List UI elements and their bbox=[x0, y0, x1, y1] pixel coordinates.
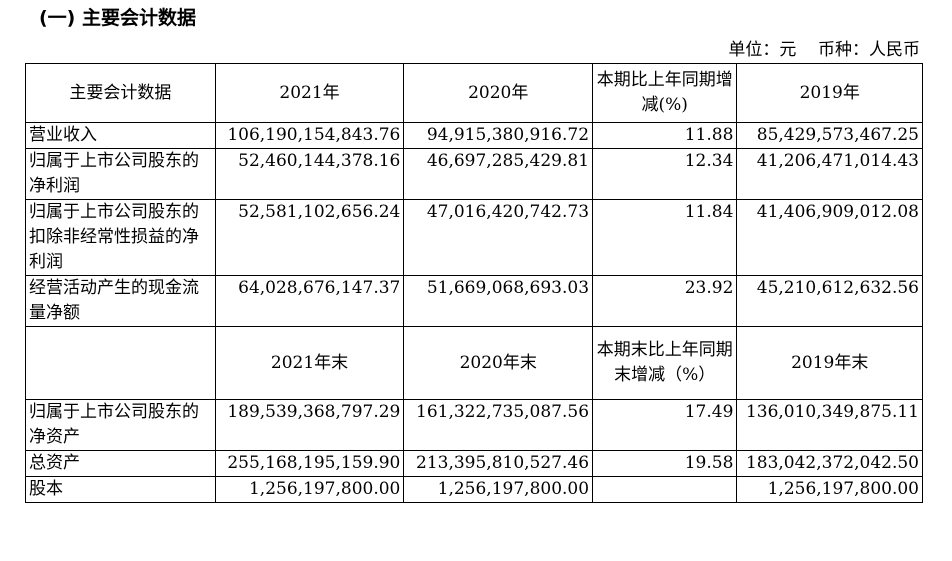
value-2019: 45,210,612,632.56 bbox=[736, 275, 923, 327]
header-row-annual: 主要会计数据 2021年 2020年 本期比上年同期增减(%) 2019年 bbox=[25, 63, 923, 123]
row-label: 经营活动产生的现金流量净额 bbox=[25, 275, 216, 327]
value-2019: 41,206,471,014.43 bbox=[736, 148, 923, 200]
value-2021: 189,539,368,797.29 bbox=[214, 399, 405, 451]
value-2021: 106,190,154,843.76 bbox=[214, 122, 405, 149]
value-change: 11.88 bbox=[592, 122, 738, 149]
value-2021: 255,168,195,159.90 bbox=[214, 450, 405, 477]
unit-currency-line: 单位：元 币种：人民币 bbox=[728, 38, 920, 62]
value-2021: 1,256,197,800.00 bbox=[214, 476, 405, 503]
table-row: 归属于上市公司股东的扣除非经常性损益的净利润 52,581,102,656.24… bbox=[25, 199, 923, 276]
value-2020: 161,322,735,087.56 bbox=[403, 399, 594, 451]
value-2020: 94,915,380,916.72 bbox=[403, 122, 594, 149]
key-accounting-data-table: 主要会计数据 2021年 2020年 本期比上年同期增减(%) 2019年 营业… bbox=[25, 63, 923, 503]
row-label: 归属于上市公司股东的扣除非经常性损益的净利润 bbox=[25, 199, 216, 276]
value-2020: 46,697,285,429.81 bbox=[403, 148, 594, 200]
value-change: 12.34 bbox=[592, 148, 738, 200]
value-change: 19.58 bbox=[592, 450, 738, 477]
section-title: (一) 主要会计数据 bbox=[39, 7, 196, 29]
table-row: 营业收入 106,190,154,843.76 94,915,380,916.7… bbox=[25, 122, 923, 149]
table-row: 归属于上市公司股东的净利润 52,460,144,378.16 46,697,2… bbox=[25, 148, 923, 200]
value-2019: 1,256,197,800.00 bbox=[736, 476, 923, 503]
value-2020: 47,016,420,742.73 bbox=[403, 199, 594, 276]
row-label: 归属于上市公司股东的净资产 bbox=[25, 399, 216, 451]
header-cell-2020-end: 2020年末 bbox=[403, 326, 594, 400]
header-cell-2021-end: 2021年末 bbox=[214, 326, 405, 400]
value-2021: 52,581,102,656.24 bbox=[214, 199, 405, 276]
value-2019: 183,042,372,042.50 bbox=[736, 450, 923, 477]
header-cell-blank bbox=[25, 326, 216, 400]
table-row: 股本 1,256,197,800.00 1,256,197,800.00 1,2… bbox=[25, 476, 923, 503]
header-cell-item: 主要会计数据 bbox=[25, 63, 216, 123]
value-2021: 52,460,144,378.16 bbox=[214, 148, 405, 200]
unit-label: 单位：元 bbox=[728, 40, 797, 60]
row-label: 营业收入 bbox=[25, 122, 216, 149]
header-cell-2019-end: 2019年末 bbox=[736, 326, 923, 400]
table-row: 归属于上市公司股东的净资产 189,539,368,797.29 161,322… bbox=[25, 399, 923, 451]
table-row: 总资产 255,168,195,159.90 213,395,810,527.4… bbox=[25, 450, 923, 477]
header-row-period-end: 2021年末 2020年末 本期末比上年同期末增减（%） 2019年末 bbox=[25, 326, 923, 400]
value-2019: 85,429,573,467.25 bbox=[736, 122, 923, 149]
row-label: 总资产 bbox=[25, 450, 216, 477]
header-cell-2020: 2020年 bbox=[403, 63, 594, 123]
table-row: 经营活动产生的现金流量净额 64,028,676,147.37 51,669,0… bbox=[25, 275, 923, 327]
header-cell-change: 本期比上年同期增减(%) bbox=[592, 63, 738, 123]
row-label: 股本 bbox=[25, 476, 216, 503]
value-change: 17.49 bbox=[592, 399, 738, 451]
value-2021: 64,028,676,147.37 bbox=[214, 275, 405, 327]
header-cell-change-end: 本期末比上年同期末增减（%） bbox=[592, 326, 738, 400]
value-2019: 136,010,349,875.11 bbox=[736, 399, 923, 451]
value-2020: 213,395,810,527.46 bbox=[403, 450, 594, 477]
header-cell-2021: 2021年 bbox=[214, 63, 405, 123]
row-label: 归属于上市公司股东的净利润 bbox=[25, 148, 216, 200]
value-2019: 41,406,909,012.08 bbox=[736, 199, 923, 276]
value-2020: 51,669,068,693.03 bbox=[403, 275, 594, 327]
value-change bbox=[592, 476, 738, 503]
value-2020: 1,256,197,800.00 bbox=[403, 476, 594, 503]
currency-label: 币种：人民币 bbox=[818, 40, 920, 60]
header-cell-2019: 2019年 bbox=[736, 63, 923, 123]
value-change: 11.84 bbox=[592, 199, 738, 276]
value-change: 23.92 bbox=[592, 275, 738, 327]
